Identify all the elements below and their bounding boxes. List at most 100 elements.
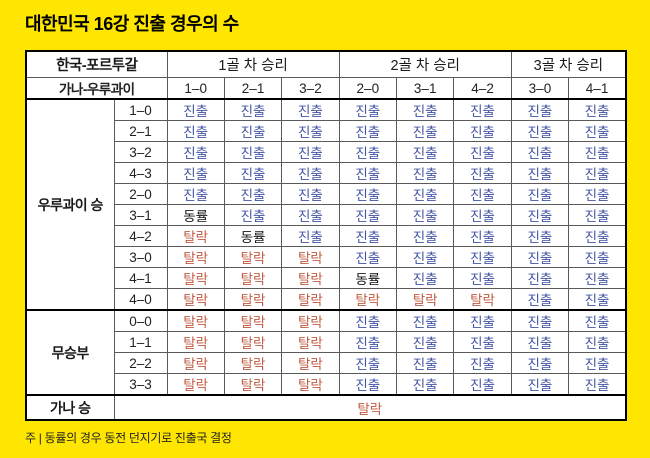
result-cell: 진출 bbox=[568, 373, 627, 396]
score-cell: 3–2 bbox=[113, 141, 168, 163]
result-cell: 탈락 bbox=[223, 373, 283, 396]
header-row-scores: 가나-우루과이 1–0 2–1 3–2 2–0 3–1 4–2 3–0 4–1 bbox=[25, 77, 627, 100]
header-score-cell: 3–2 bbox=[281, 77, 340, 100]
table-row: 4–2 탈락 동률 진출 진출 진출 진출 진출 진출 bbox=[26, 225, 627, 247]
result-cell: 진출 bbox=[510, 246, 570, 268]
result-cell: 진출 bbox=[281, 162, 340, 184]
result-cell: 진출 bbox=[453, 373, 512, 396]
result-cell: 진출 bbox=[166, 98, 225, 121]
result-cell: 진출 bbox=[568, 204, 627, 226]
table-row: 3–3 탈락 탈락 탈락 진출 진출 진출 진출 진출 bbox=[26, 373, 627, 396]
result-cell: 진출 bbox=[453, 246, 512, 268]
score-cell: 4–0 bbox=[113, 288, 168, 311]
result-cell: 진출 bbox=[453, 141, 512, 163]
result-cell: 진출 bbox=[510, 288, 570, 311]
result-cell: 동률 bbox=[338, 267, 398, 289]
result-cell: 진출 bbox=[281, 225, 340, 247]
result-cell: 진출 bbox=[281, 98, 340, 121]
header-score-cell: 3–0 bbox=[510, 77, 570, 100]
result-cell: 진출 bbox=[166, 183, 225, 205]
result-cell: 진출 bbox=[510, 120, 570, 142]
result-cell: 진출 bbox=[510, 98, 570, 121]
result-cell: 진출 bbox=[395, 98, 455, 121]
page-title: 대한민국 16강 진출 경우의 수 bbox=[25, 14, 239, 34]
result-cell: 진출 bbox=[395, 120, 455, 142]
score-cell: 3–3 bbox=[113, 373, 168, 396]
score-cell: 4–1 bbox=[113, 267, 168, 289]
table-row: 2–2 탈락 탈락 탈락 진출 진출 진출 진출 진출 bbox=[26, 352, 627, 374]
table-row: 1–1 탈락 탈락 탈락 진출 진출 진출 진출 진출 bbox=[26, 331, 627, 353]
result-cell: 진출 bbox=[223, 183, 283, 205]
result-cell: 진출 bbox=[223, 98, 283, 121]
result-cell: 진출 bbox=[281, 120, 340, 142]
result-cell: 진출 bbox=[395, 204, 455, 226]
header-korea-portugal: 한국-포르투갈 bbox=[25, 50, 168, 78]
section-label: 무승부 bbox=[25, 309, 115, 396]
result-cell: 진출 bbox=[338, 373, 398, 396]
result-cell: 진출 bbox=[338, 120, 398, 142]
result-cell: 탈락 bbox=[166, 373, 225, 396]
result-cell: 진출 bbox=[510, 183, 570, 205]
result-cell: 진출 bbox=[510, 331, 570, 353]
result-cell: 진출 bbox=[453, 309, 512, 332]
result-cell: 탈락 bbox=[223, 267, 283, 289]
result-cell: 탈락 bbox=[166, 352, 225, 374]
result-cell: 진출 bbox=[568, 267, 627, 289]
result-cell: 진출 bbox=[395, 225, 455, 247]
result-cell: 진출 bbox=[510, 352, 570, 374]
result-cell: 진출 bbox=[395, 267, 455, 289]
header-group-2goal-win: 2골 차 승리 bbox=[338, 50, 512, 78]
result-cell: 진출 bbox=[338, 98, 398, 121]
table-row: 가나 승 탈락 bbox=[25, 394, 627, 421]
score-cell: 3–0 bbox=[113, 246, 168, 268]
result-cell: 탈락 bbox=[281, 331, 340, 353]
header-ghana-uruguay: 가나-우루과이 bbox=[25, 77, 168, 100]
result-cell: 진출 bbox=[568, 141, 627, 163]
result-cell: 진출 bbox=[453, 98, 512, 121]
table-row: 4–1 탈락 탈락 탈락 동률 진출 진출 진출 진출 bbox=[26, 267, 627, 289]
section-label: 가나 승 bbox=[25, 394, 115, 421]
result-cell: 진출 bbox=[510, 267, 570, 289]
result-cell: 탈락 bbox=[166, 331, 225, 353]
result-cell: 진출 bbox=[568, 225, 627, 247]
header-score-cell: 4–1 bbox=[568, 77, 627, 100]
result-cell: 탈락 bbox=[166, 309, 225, 332]
header-group-3goal-win: 3골 차 승리 bbox=[510, 50, 627, 78]
header-score-cell: 4–2 bbox=[453, 77, 512, 100]
score-cell: 2–2 bbox=[113, 352, 168, 374]
result-cell: 탈락 bbox=[166, 288, 225, 311]
result-cell: 탈락 bbox=[223, 331, 283, 353]
footnote: 주 | 동률의 경우 동전 던지기로 진출국 결정 bbox=[25, 431, 232, 445]
score-cell: 4–3 bbox=[113, 162, 168, 184]
table-row: 4–3 진출 진출 진출 진출 진출 진출 진출 진출 bbox=[26, 162, 627, 184]
result-cell: 진출 bbox=[510, 204, 570, 226]
table-row: 3–2 진출 진출 진출 진출 진출 진출 진출 진출 bbox=[26, 141, 627, 163]
score-cell: 0–0 bbox=[113, 309, 168, 332]
result-cell: 진출 bbox=[453, 162, 512, 184]
score-cell: 2–1 bbox=[113, 120, 168, 142]
result-cell: 진출 bbox=[281, 141, 340, 163]
header-row-groups: 한국-포르투갈 1골 차 승리 2골 차 승리 3골 차 승리 bbox=[25, 50, 627, 78]
result-cell: 진출 bbox=[568, 352, 627, 374]
score-cell: 1–1 bbox=[113, 331, 168, 353]
scenario-table: 한국-포르투갈 1골 차 승리 2골 차 승리 3골 차 승리 가나-우루과이 … bbox=[25, 50, 627, 421]
result-cell: 진출 bbox=[395, 352, 455, 374]
result-cell: 진출 bbox=[338, 246, 398, 268]
result-cell: 진출 bbox=[223, 204, 283, 226]
table-row: 무승부 0–0 탈락 탈락 탈락 진출 진출 진출 진출 진출 bbox=[25, 309, 627, 396]
result-cell: 진출 bbox=[338, 225, 398, 247]
table-row: 3–0 탈락 탈락 탈락 진출 진출 진출 진출 진출 bbox=[26, 246, 627, 268]
result-cell: 진출 bbox=[453, 204, 512, 226]
result-cell: 진출 bbox=[223, 141, 283, 163]
result-cell: 탈락 bbox=[281, 246, 340, 268]
result-cell: 진출 bbox=[166, 120, 225, 142]
table-row: 4–0 탈락 탈락 탈락 탈락 탈락 탈락 진출 진출 bbox=[26, 288, 627, 311]
result-cell: 진출 bbox=[568, 246, 627, 268]
result-cell: 진출 bbox=[568, 288, 627, 311]
result-cell: 진출 bbox=[338, 309, 398, 332]
result-cell: 탈락 bbox=[338, 288, 398, 311]
result-cell: 진출 bbox=[338, 352, 398, 374]
result-cell: 진출 bbox=[395, 246, 455, 268]
merged-result-cell: 탈락 bbox=[113, 394, 627, 421]
